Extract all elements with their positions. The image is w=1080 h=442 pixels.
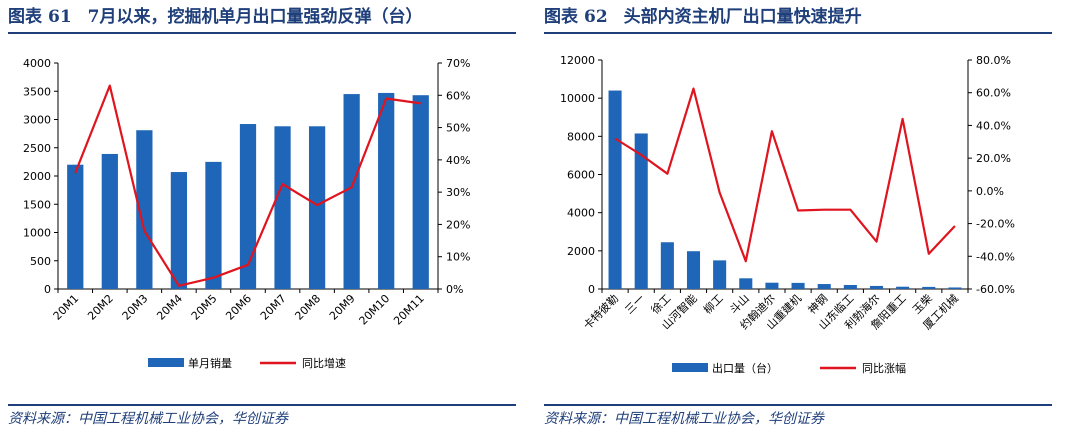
left-figure-label: 图表 [8,7,42,27]
left-bar [308,126,326,289]
right-bar [896,286,910,289]
right-y2-tick-label: 20.0% [976,152,1011,165]
right-figure-label: 图表 [544,7,578,27]
left-bar [343,94,360,289]
right-y-tick-label: 8000 [567,130,595,143]
right-y2-tick-label: 40.0% [976,119,1011,132]
left-bottom-rule [8,404,516,406]
right-y-tick-label: 2000 [567,245,595,258]
left-y-tick-label: 2500 [23,142,51,155]
left-figure-number: 61 [48,7,72,27]
left-y2-tick-label: 10% [446,251,470,264]
left-bar [67,164,84,289]
left-x-tick-label: 20M1 [51,292,82,323]
right-y-tick-label: 4000 [567,207,595,220]
left-y-tick-label: 3000 [23,114,51,127]
right-bar [739,278,753,289]
right-y-tick-label: 10000 [560,92,595,105]
right-bar [948,287,962,289]
right-y2-tick-label: 60.0% [976,87,1011,100]
right-legend-bar-swatch [672,363,708,372]
left-bar [205,161,222,289]
left-figure-panel: 图表 61 7月以来，挖掘机单月出口量强劲反弹（台） 0 500 1000 1500 200… [8,0,538,442]
right-bar [791,282,805,289]
left-legend-line-label: 同比增速 [302,356,346,370]
left-y2-tick-label: 30% [446,186,470,199]
right-bar [660,242,674,289]
right-y2-tick-label: -40.0% [976,250,1015,263]
left-x-tick-label: 20M6 [223,292,254,323]
right-bar [608,90,622,290]
right-figure-title: 图表 62 头部内资主机厂出口量快速提升 [544,2,862,27]
right-bar [765,282,779,289]
left-y-tick-label: 4000 [23,57,51,70]
left-y-tick-label: 1000 [23,227,51,240]
left-bar [412,95,429,289]
right-y-tick-label: 0 [588,283,595,296]
left-y-tick-label: 500 [30,255,51,268]
left-y-tick-label: 1500 [23,198,51,211]
right-y2-tick-label: 80.0% [976,54,1011,67]
left-x-tick-label: 20M2 [85,292,116,323]
left-y2-tick-label: 60% [446,89,470,102]
left-y-tick-label: 0 [44,283,51,296]
right-figure-number: 62 [584,7,608,27]
right-y2-tick-label: -20.0% [976,218,1015,231]
left-bar [378,92,395,289]
left-bar [101,153,118,289]
left-legend-bar-swatch [148,358,184,367]
right-legend-bar-label: 出口量（台） [712,361,778,375]
right-x-tick-label: 卡特彼勒 [580,291,621,332]
right-bottom-rule [544,404,1052,406]
right-figure-title-text: 头部内资主机厂出口量快速提升 [623,7,862,27]
right-bar [686,251,701,289]
right-bar [634,133,648,289]
left-x-tick-label: 20M3 [120,292,151,323]
left-source-note: 资料来源：中国工程机械工业协会，华创证券 [8,411,288,427]
right-growth-line [614,87,956,263]
right-y-tick-label: 6000 [567,169,595,182]
left-y2-tick-label: 70% [446,57,470,70]
left-chart: 0 500 1000 1500 2000 2500 3000 3500 4000 0% 10% 20%… [23,57,470,370]
left-figure-title-text: 7月以来，挖掘机单月出口量强劲反弹（台） [87,7,423,27]
left-figure-title: 图表 61 7月以来，挖掘机单月出口量强劲反弹（台） [8,2,423,27]
left-y2-tick-label: 0% [446,283,463,296]
right-source-note: 资料来源：中国工程机械工业协会，华创证券 [544,411,824,427]
right-chart: 0 2000 4000 6000 8000 10000 12000 -60.0% -40.0% -… [560,54,1015,375]
right-figure-panel: 图表 62 头部内资主机厂出口量快速提升 0 2000 4000 6000 8000 1000… [544,0,1074,442]
right-bar [843,284,857,289]
right-bar [869,285,884,289]
right-y2-tick-label: 0.0% [976,185,1004,198]
left-y2-tick-label: 20% [446,218,470,231]
left-top-rule [8,32,516,34]
left-y2-tick-label: 50% [446,122,470,135]
right-bar [817,284,831,289]
left-legend-bar-label: 单月销量 [188,356,232,370]
right-bar [713,260,727,289]
left-x-tick-label: 20M9 [327,292,358,323]
left-bar [170,172,188,289]
left-bar [274,126,291,289]
left-x-tick-label: 20M11 [391,292,427,328]
right-y2-tick-label: -60.0% [976,283,1015,296]
left-bar [136,130,153,289]
left-bar [239,124,257,290]
left-growth-line [74,84,421,287]
left-x-tick-label: 20M5 [189,292,220,323]
left-y2-tick-label: 40% [446,154,470,167]
left-y-tick-label: 2000 [23,170,51,183]
left-x-tick-label: 20M4 [154,292,185,323]
left-x-tick-label: 20M10 [357,292,393,328]
right-x-tick-label: 三一 [623,292,648,317]
right-x-tick-label: 柳工 [700,291,725,316]
right-legend-line-label: 同比涨幅 [862,362,906,375]
left-y-tick-label: 3500 [23,85,51,98]
right-bar [922,286,936,289]
right-y-tick-label: 12000 [560,54,595,67]
right-top-rule [544,32,1052,34]
left-x-tick-label: 20M7 [258,292,289,323]
left-x-tick-label: 20M8 [292,292,323,323]
